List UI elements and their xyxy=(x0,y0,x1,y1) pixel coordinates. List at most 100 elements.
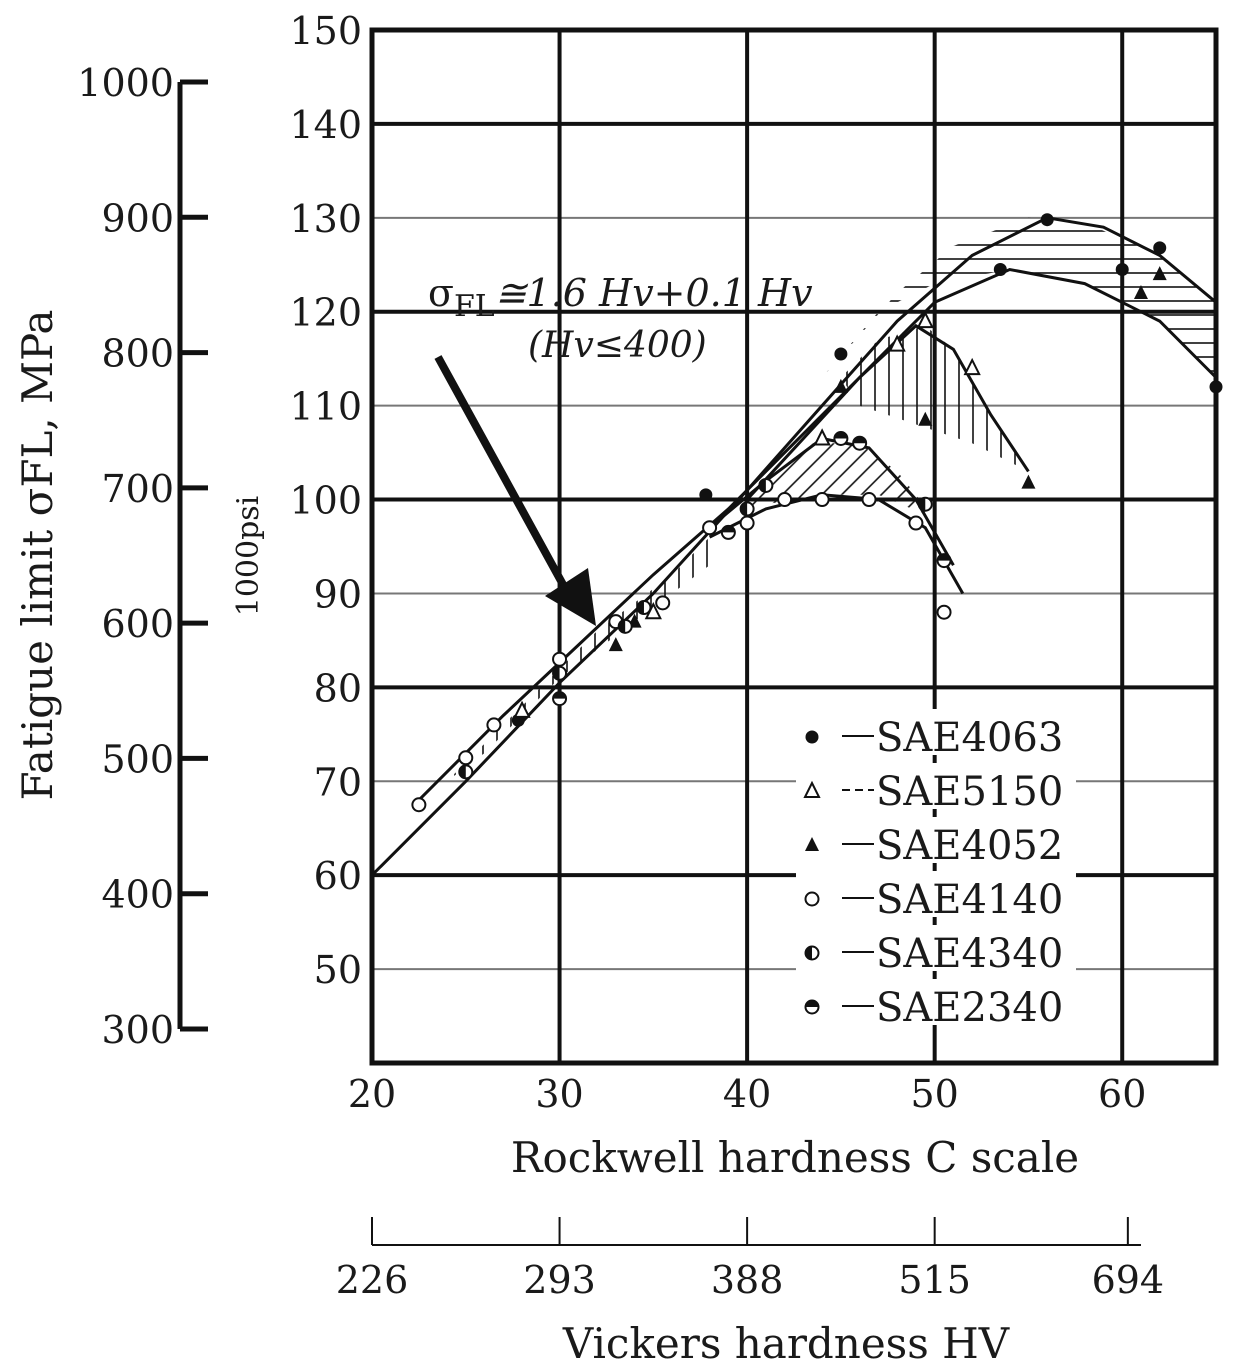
legend-marker-sae4052 xyxy=(805,837,819,851)
formula-subscript: FL xyxy=(454,289,495,324)
mpa-tick-label: 800 xyxy=(101,332,174,376)
data-point-sae4052 xyxy=(608,637,623,652)
x-tick-label: 40 xyxy=(723,1072,771,1116)
hatched-band xyxy=(709,443,935,519)
data-point-sae4340 xyxy=(739,501,755,517)
data-point-sae4140 xyxy=(552,651,568,667)
data-point-sae4340 xyxy=(617,618,633,634)
legend-label-sae4140: SAE4140 xyxy=(876,877,1063,923)
vickers-axis: 226 293 388 515 694 xyxy=(336,1217,1164,1302)
legend-label-sae2340: SAE2340 xyxy=(876,985,1063,1031)
data-point-sae2340-fill xyxy=(721,525,735,533)
data-point-sae4340-fill xyxy=(740,502,748,516)
legend-marker-sae4063 xyxy=(805,730,819,744)
axis-ticks: 50 60 70 80 90 100 110 120 130 140 150 20 30 40 50 60 xyxy=(289,9,1146,1116)
data-point-sae4340-fill xyxy=(759,478,766,492)
mpa-tick-label: 400 xyxy=(101,873,174,917)
x-tick-label: 20 xyxy=(348,1072,396,1116)
data-point-sae4063 xyxy=(1209,380,1223,394)
legend-marker-sae4340-fill xyxy=(805,946,812,960)
vickers-tick-label: 388 xyxy=(711,1258,784,1302)
formula-arrow xyxy=(434,355,596,626)
y-tick-label: 130 xyxy=(289,197,362,241)
legend-marker-sae2340 xyxy=(804,999,820,1015)
data-point-sae4340-fill xyxy=(637,601,644,615)
y-tick-label: 70 xyxy=(314,760,362,804)
legend-label-sae5150: SAE5150 xyxy=(876,769,1063,815)
formula-sigma: σ xyxy=(428,271,454,315)
legend-marker-sae2340-fill xyxy=(805,1000,819,1007)
data-point-sae4140 xyxy=(861,492,877,508)
data-point-sae4340 xyxy=(552,665,568,681)
y-axis-title: Fatigue limit σFL, MPa xyxy=(13,310,62,801)
legend-label-sae4340: SAE4340 xyxy=(876,931,1063,977)
data-point-sae2340 xyxy=(720,524,736,540)
vickers-axis-title: Vickers hardness HV xyxy=(562,1319,1010,1368)
plot-frame xyxy=(369,27,1219,1066)
y-tick-label: 110 xyxy=(289,385,362,429)
data-point-sae2340 xyxy=(852,435,868,451)
trend-curve xyxy=(370,216,1217,877)
mpa-tick-label: 900 xyxy=(101,196,174,240)
data-point-sae2340 xyxy=(936,553,952,569)
y-tick-label: 100 xyxy=(289,479,362,523)
data-point-sae5150 xyxy=(888,334,906,352)
vickers-tick-label: 515 xyxy=(898,1258,971,1302)
data-point-sae5150 xyxy=(513,700,531,718)
legend-marker-sae4340 xyxy=(804,945,820,961)
y-tick-label: 150 xyxy=(289,9,362,53)
data-point-sae4140 xyxy=(411,797,427,813)
data-point-sae4052 xyxy=(1133,284,1148,299)
data-point-sae4063 xyxy=(834,347,848,361)
hatched-band xyxy=(840,325,1029,472)
formula-body: ≅1.6 Hv+0.1 Hv xyxy=(495,271,813,315)
legend: SAE4063 SAE5150 SAE4052 SAE4140 SAE4340 SAE23… xyxy=(796,709,1076,1031)
formula-annotation: σFL≅1.6 Hv+0.1 Hv xyxy=(428,271,813,324)
y-tick-label: 120 xyxy=(289,291,362,335)
mpa-axis: 300 400 500 600 700 800 900 1000 xyxy=(77,61,208,1052)
legend-label-sae4052: SAE4052 xyxy=(876,823,1063,869)
data-point-sae4140 xyxy=(739,515,755,531)
mpa-tick-label: 600 xyxy=(101,602,174,646)
legend-marker-sae4140 xyxy=(804,891,820,907)
grid xyxy=(372,30,1216,1063)
y-tick-label: 50 xyxy=(314,948,362,992)
trend-curve xyxy=(745,323,1030,501)
data-point-sae4340-fill xyxy=(918,497,926,511)
data-point-sae4140 xyxy=(908,515,924,531)
data-point-sae5150 xyxy=(963,357,981,376)
legend-bg xyxy=(796,925,1076,971)
legend-bg xyxy=(796,763,1076,809)
legend-marker-sae5150 xyxy=(803,780,821,798)
data-point-sae4140 xyxy=(486,717,502,733)
vickers-tick-label: 694 xyxy=(1092,1258,1165,1302)
data-point-sae4052 xyxy=(1021,474,1036,489)
mpa-tick-label: 500 xyxy=(101,737,174,781)
data-point-sae4340 xyxy=(458,764,474,780)
data-point-sae4140 xyxy=(655,595,671,611)
data-point-sae4340-fill xyxy=(553,666,560,680)
x-tick-label: 60 xyxy=(1098,1072,1146,1116)
data-point-sae4140 xyxy=(458,750,474,766)
x-tick-label: 30 xyxy=(535,1072,583,1116)
data-point-sae4140 xyxy=(777,492,793,508)
data-point-sae2340 xyxy=(552,691,568,707)
trend-curves xyxy=(370,216,1218,877)
data-point-sae4340 xyxy=(917,496,933,512)
y-tick-label: 80 xyxy=(314,666,362,710)
data-point-sae4063 xyxy=(1040,213,1054,227)
y-tick-label: 140 xyxy=(289,103,362,147)
data-point-sae2340-fill xyxy=(937,554,951,561)
data-point-sae4063 xyxy=(1115,262,1129,276)
mpa-tick-label: 700 xyxy=(101,467,174,511)
data-point-sae4063 xyxy=(1153,241,1167,255)
data-point-sae5150 xyxy=(916,310,934,329)
data-point-sae4052 xyxy=(1152,266,1167,281)
data-point-sae4340-fill xyxy=(618,619,626,633)
mpa-tick-label: 300 xyxy=(101,1008,174,1052)
hatched-band xyxy=(822,217,1216,378)
y-tick-label: 60 xyxy=(314,854,362,898)
data-point-sae4063 xyxy=(993,262,1007,276)
data-markers xyxy=(411,213,1223,813)
data-point-sae4063 xyxy=(699,488,713,502)
